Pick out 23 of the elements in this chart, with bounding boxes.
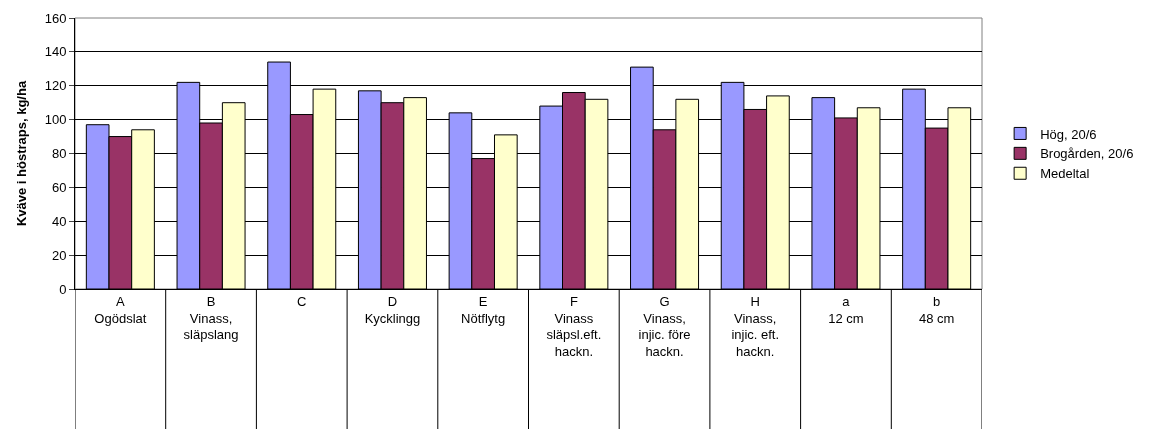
y-tick-label: 20 (51, 247, 67, 263)
y-tick-label: 160 (44, 10, 67, 26)
y-tick-label: 0 (59, 281, 67, 297)
x-tick-label: F Vinass släpsl.eft. hackn. (546, 293, 602, 360)
y-tick-label: 80 (51, 146, 67, 162)
y-tick-label: 40 (51, 213, 67, 229)
x-tick-label: b 48 cm (918, 293, 955, 326)
x-tick-label: G Vinass, injic. före hackn. (638, 293, 691, 360)
x-tick-label: A Ogödslat (94, 293, 147, 326)
y-tick-label: 100 (44, 112, 67, 128)
x-tick-label: C (297, 293, 307, 309)
x-tick-label: H Vinass, injic. eft. hackn. (731, 293, 780, 360)
legend-label: Brogården, 20/6 (1040, 146, 1134, 162)
y-tick-label: 120 (44, 78, 67, 94)
legend-label: Medeltal (1040, 166, 1090, 182)
y-tick-label: 140 (44, 44, 67, 60)
y-tick-label: 60 (51, 179, 67, 195)
y-axis-title: Kväve i höstraps, kg/ha (13, 80, 29, 227)
x-tick-label: D Kycklingg (364, 293, 421, 326)
x-tick-label: a 12 cm (828, 293, 864, 326)
legend-label: Hög, 20/6 (1040, 126, 1097, 142)
x-tick-label: B Vinass, släpslang (183, 293, 239, 343)
x-tick-label: E Nötflytg (461, 293, 506, 326)
